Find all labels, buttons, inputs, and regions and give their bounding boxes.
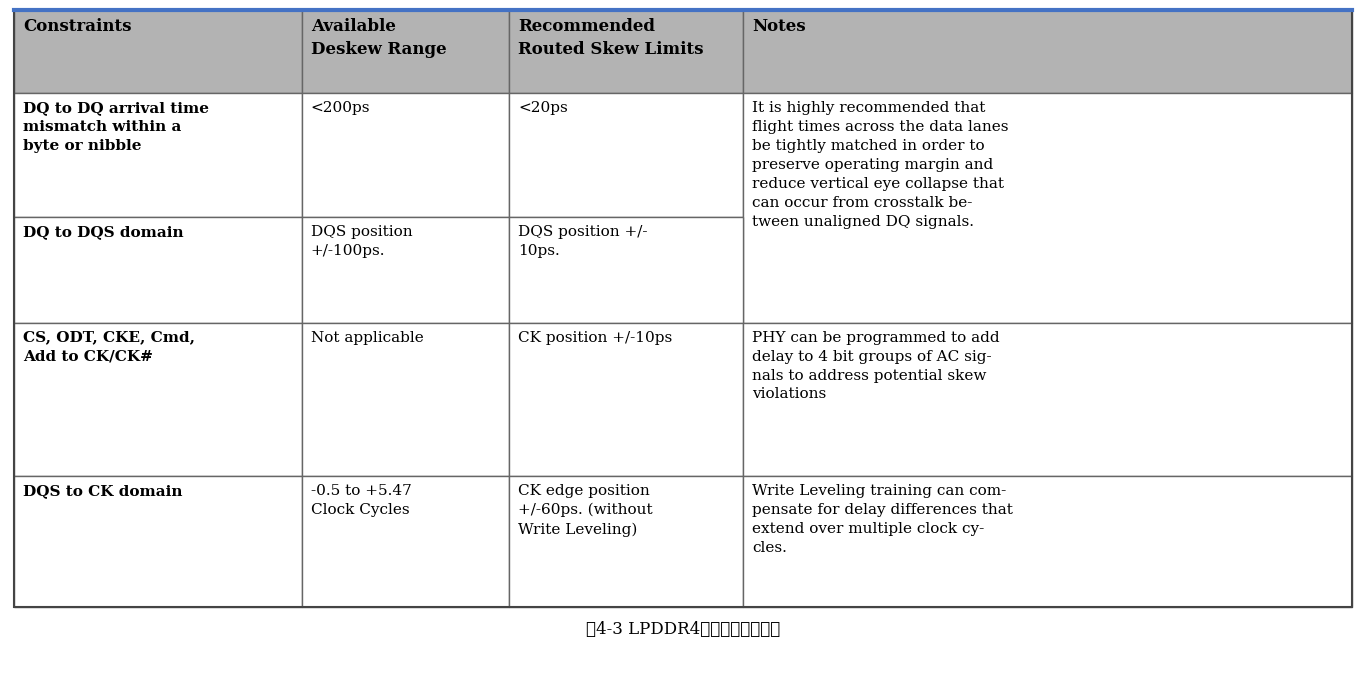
Text: Not applicable: Not applicable — [310, 330, 423, 345]
Text: <20ps: <20ps — [518, 101, 568, 115]
Bar — [743, 93, 1352, 323]
Bar — [743, 476, 1352, 607]
Text: It is highly recommended that
flight times across the data lanes
be tightly matc: It is highly recommended that flight tim… — [753, 101, 1008, 229]
Bar — [302, 10, 510, 93]
Text: DQS position
+/-100ps.: DQS position +/-100ps. — [310, 225, 413, 258]
Bar — [510, 93, 743, 217]
Text: PHY can be programmed to add
delay to 4 bit groups of AC sig-
nals to address po: PHY can be programmed to add delay to 4 … — [753, 330, 1000, 402]
Text: DQS position +/-
10ps.: DQS position +/- 10ps. — [518, 225, 647, 258]
Bar — [302, 93, 510, 217]
Text: Recommended
Routed Skew Limits: Recommended Routed Skew Limits — [518, 18, 703, 58]
Bar — [302, 323, 510, 476]
Bar — [510, 10, 743, 93]
Bar — [14, 323, 302, 476]
Bar — [14, 10, 1352, 607]
Bar — [14, 10, 302, 93]
Bar — [510, 476, 743, 607]
Bar — [302, 476, 510, 607]
Text: Notes: Notes — [753, 18, 806, 35]
Text: Available
Deskew Range: Available Deskew Range — [310, 18, 447, 58]
Bar — [510, 217, 743, 323]
Bar — [302, 217, 510, 323]
Bar — [14, 93, 302, 217]
Text: Constraints: Constraints — [23, 18, 131, 35]
Text: DQ to DQ arrival time
mismatch within a
byte or nibble: DQ to DQ arrival time mismatch within a … — [23, 101, 209, 153]
Text: CK position +/-10ps: CK position +/-10ps — [518, 330, 672, 345]
Text: CS, ODT, CKE, Cmd,
Add to CK/CK#: CS, ODT, CKE, Cmd, Add to CK/CK# — [23, 330, 195, 364]
Text: DQ to DQS domain: DQ to DQS domain — [23, 225, 183, 239]
Text: 图4-3 LPDDR4布线等长设计规则: 图4-3 LPDDR4布线等长设计规则 — [586, 620, 780, 637]
Bar — [510, 323, 743, 476]
Text: Write Leveling training can com-
pensate for delay differences that
extend over : Write Leveling training can com- pensate… — [753, 484, 1014, 554]
Bar — [14, 217, 302, 323]
Text: <200ps: <200ps — [310, 101, 370, 115]
Text: DQS to CK domain: DQS to CK domain — [23, 484, 183, 498]
Text: -0.5 to +5.47
Clock Cycles: -0.5 to +5.47 Clock Cycles — [310, 484, 411, 517]
Bar — [743, 323, 1352, 476]
Bar — [743, 10, 1352, 93]
Text: CK edge position
+/-60ps. (without
Write Leveling): CK edge position +/-60ps. (without Write… — [518, 484, 653, 537]
Bar — [14, 476, 302, 607]
